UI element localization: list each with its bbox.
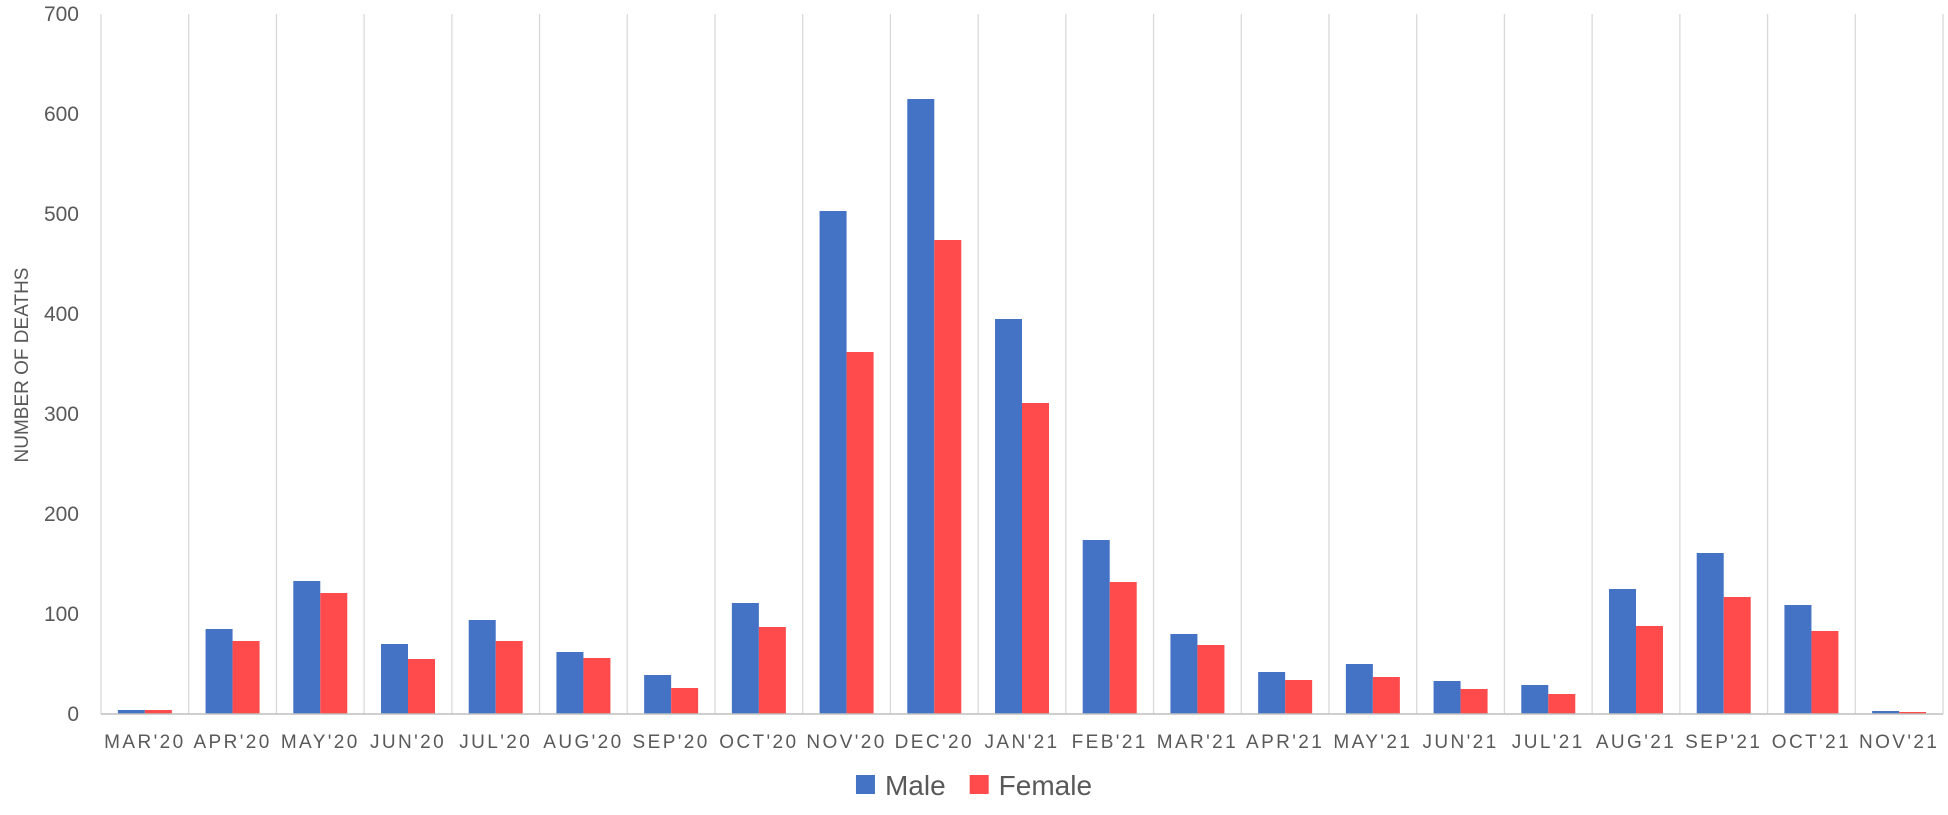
legend-label-female: Female — [999, 770, 1092, 801]
bar-female — [1197, 645, 1224, 714]
bar-female — [1811, 631, 1838, 714]
bar-female — [671, 688, 698, 714]
x-tick-label: OCT'20 — [719, 732, 798, 753]
bar-female — [1461, 689, 1488, 714]
legend-label-male: Male — [885, 770, 946, 801]
y-axis-tick-labels: 0 100 200 300 400 500 600 700 — [44, 3, 79, 726]
y-tick-label: 500 — [44, 203, 79, 226]
bar-female — [847, 352, 874, 714]
x-axis-tick-labels: MAR'20 APR'20 MAY'20 JUN'20 JUL'20 AUG'20 SEP'… — [104, 732, 1939, 753]
x-tick-label: DEC'20 — [895, 732, 974, 753]
bar-female — [1724, 597, 1751, 714]
x-tick-label: JUN'21 — [1423, 732, 1499, 753]
x-tick-label: OCT'21 — [1772, 732, 1851, 753]
y-tick-label: 0 — [67, 703, 79, 726]
bar-female — [583, 658, 610, 714]
y-tick-label: 300 — [44, 403, 79, 426]
x-tick-label: NOV'20 — [806, 732, 886, 753]
x-tick-label: MAR'20 — [104, 732, 185, 753]
bar-female — [1636, 626, 1663, 714]
bar-male — [293, 581, 320, 714]
bar-female — [496, 641, 523, 714]
bar-male — [206, 629, 233, 714]
x-tick-label: JUN'20 — [370, 732, 446, 753]
bar-female — [1022, 403, 1049, 714]
legend-swatch-male — [856, 775, 875, 794]
bar-male — [1697, 553, 1724, 714]
x-tick-label: FEB'21 — [1072, 732, 1148, 753]
bar-female — [233, 641, 260, 714]
bar-male — [1521, 685, 1548, 714]
bar-male — [556, 652, 583, 714]
bar-male — [1784, 605, 1811, 714]
bar-male — [907, 99, 934, 714]
y-tick-label: 700 — [44, 3, 79, 26]
bar-female — [1548, 694, 1575, 714]
x-tick-label: AUG'21 — [1596, 732, 1676, 753]
x-tick-label: APR'20 — [193, 732, 271, 753]
x-tick-label: JAN'21 — [984, 732, 1059, 753]
y-tick-label: 600 — [44, 103, 79, 126]
bar-male — [1083, 540, 1110, 714]
x-tick-label: MAR'21 — [1157, 732, 1238, 753]
bar-male — [644, 675, 671, 714]
bar-female — [1285, 680, 1312, 714]
legend: Male Female — [856, 770, 1092, 801]
x-tick-label: JUL'21 — [1512, 732, 1585, 753]
y-tick-label: 100 — [44, 603, 79, 626]
bar-female — [934, 240, 961, 714]
bar-female — [759, 627, 786, 714]
bar-male — [820, 211, 847, 714]
x-tick-label: SEP'21 — [1685, 732, 1762, 753]
x-tick-label: JUL'20 — [459, 732, 532, 753]
x-tick-label: AUG'20 — [543, 732, 623, 753]
bar-male — [469, 620, 496, 714]
x-tick-label: MAY'21 — [1333, 732, 1412, 753]
y-tick-label: 200 — [44, 503, 79, 526]
y-tick-label: 400 — [44, 303, 79, 326]
bar-male — [1258, 672, 1285, 714]
bar-male — [381, 644, 408, 714]
bar-male — [1170, 634, 1197, 714]
bar-female — [1110, 582, 1137, 714]
y-axis-label: NUMBER OF DEATHS — [12, 268, 33, 463]
x-tick-label: MAY'20 — [281, 732, 360, 753]
bar-male — [732, 603, 759, 714]
x-tick-label: APR'21 — [1246, 732, 1324, 753]
bars — [118, 99, 1926, 714]
bar-female — [320, 593, 347, 714]
legend-swatch-female — [970, 775, 989, 794]
bar-male — [1346, 664, 1373, 714]
x-tick-label: NOV'21 — [1859, 732, 1939, 753]
bar-male — [1609, 589, 1636, 714]
x-tick-label: SEP'20 — [633, 732, 710, 753]
bar-female — [1373, 677, 1400, 714]
bar-female — [408, 659, 435, 714]
bar-male — [995, 319, 1022, 714]
bar-male — [1434, 681, 1461, 714]
